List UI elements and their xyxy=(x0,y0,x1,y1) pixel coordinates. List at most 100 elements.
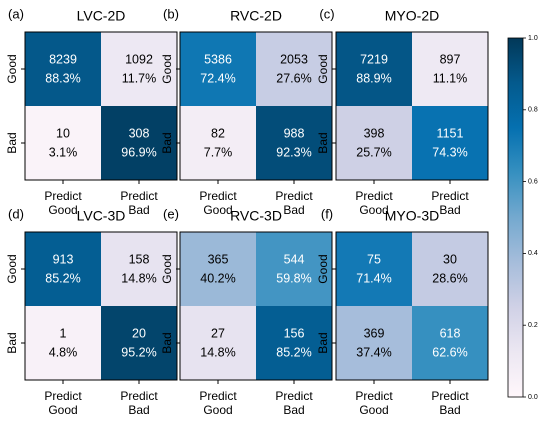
heatmap-cell xyxy=(25,306,101,380)
col-label: Predict xyxy=(355,189,393,203)
heatmap-cell xyxy=(412,106,488,180)
col-label: Predict xyxy=(431,189,469,203)
cell-count: 618 xyxy=(440,326,461,340)
panel-lvc-2d: (a) LVC-2D 8239 88.3% 1092 11.7% 10 3.1% 308 96.9… xyxy=(5,6,178,217)
heatmap-cell xyxy=(101,306,177,380)
cell-count: 27 xyxy=(211,326,225,340)
cell-percent: 27.6% xyxy=(276,71,311,85)
row-label: Good xyxy=(5,54,19,83)
col-label: Good xyxy=(359,203,388,217)
cell-percent: 11.1% xyxy=(433,71,468,85)
cell-count: 544 xyxy=(284,252,305,266)
cell-percent: 88.9% xyxy=(356,71,391,85)
cell-percent: 28.6% xyxy=(432,271,467,285)
panel-label: (c) xyxy=(319,6,334,21)
heatmap-cell xyxy=(256,106,332,180)
cell-percent: 14.8% xyxy=(121,271,156,285)
colorbar-tick-label: 0.2 xyxy=(528,322,538,329)
cell-percent: 3.1% xyxy=(49,145,78,159)
col-label: Bad xyxy=(439,203,460,217)
row-label: Bad xyxy=(160,332,174,353)
panel-frame xyxy=(335,231,489,381)
colorbar-gradient xyxy=(507,37,524,398)
heatmap-cell xyxy=(180,306,256,380)
cell-percent: 59.8% xyxy=(276,271,311,285)
col-label: Predict xyxy=(44,389,82,403)
col-label: Predict xyxy=(120,389,158,403)
heatmap-cell xyxy=(25,232,101,306)
panel-label: (b) xyxy=(163,6,179,21)
cell-percent: 85.2% xyxy=(45,271,80,285)
heatmap-cell xyxy=(256,232,332,306)
panel-frame xyxy=(179,31,333,181)
cell-percent: 7.7% xyxy=(204,145,233,159)
cell-percent: 40.2% xyxy=(200,271,235,285)
cell-count: 5386 xyxy=(204,52,232,66)
heatmap-cell xyxy=(25,106,101,180)
cell-count: 8239 xyxy=(49,52,77,66)
colorbar-tick-label: 1.0 xyxy=(528,35,538,42)
row-label: Bad xyxy=(5,332,19,353)
col-label: Predict xyxy=(275,189,313,203)
heatmap-cell xyxy=(101,232,177,306)
panel-title: LVC-3D xyxy=(77,208,126,224)
col-label: Predict xyxy=(199,189,237,203)
heatmap-cell xyxy=(101,106,177,180)
col-label: Good xyxy=(48,403,77,417)
heatmap-cell xyxy=(256,306,332,380)
cell-percent: 11.7% xyxy=(122,71,157,85)
cell-percent: 72.4% xyxy=(200,71,235,85)
cell-percent: 96.9% xyxy=(121,145,156,159)
heatmap-cell xyxy=(180,232,256,306)
row-label: Good xyxy=(316,254,330,283)
cell-percent: 88.3% xyxy=(45,71,80,85)
col-label: Good xyxy=(359,403,388,417)
heatmap-cell xyxy=(336,106,412,180)
panel-label: (f) xyxy=(321,206,333,221)
heatmap-cell xyxy=(336,32,412,106)
panel-label: (e) xyxy=(163,206,179,221)
panel-rvc-2d: (b) RVC-2D 5386 72.4% 2053 27.6% 82 7.7% 988 92.3… xyxy=(160,6,333,217)
panel-label: (a) xyxy=(8,6,24,21)
panel-frame xyxy=(24,231,178,381)
heatmap-cell xyxy=(336,306,412,380)
panel-myo-2d: (c) MYO-2D 7219 88.9% 897 11.1% 398 25.7% 1151 74… xyxy=(316,6,489,217)
row-label: Good xyxy=(5,254,19,283)
col-label: Bad xyxy=(128,403,149,417)
heatmap-cell xyxy=(412,232,488,306)
cell-count: 2053 xyxy=(280,52,308,66)
colorbar: 0.0 0.2 0.4 0.6 0.8 1.0 xyxy=(507,35,538,401)
cell-count: 30 xyxy=(443,252,457,266)
cell-count: 156 xyxy=(284,326,305,340)
col-label: Good xyxy=(203,203,232,217)
panel-frame xyxy=(24,31,178,181)
col-label: Good xyxy=(203,403,232,417)
panel-title: MYO-2D xyxy=(385,8,439,24)
col-label: Bad xyxy=(283,403,304,417)
colorbar-tick-label: 0.8 xyxy=(528,107,538,114)
cell-percent: 25.7% xyxy=(356,145,391,159)
row-label: Bad xyxy=(5,132,19,153)
heatmap-cell xyxy=(256,32,332,106)
col-label: Predict xyxy=(199,389,237,403)
row-label: Bad xyxy=(316,332,330,353)
cell-percent: 62.6% xyxy=(432,345,467,359)
cell-percent: 74.3% xyxy=(432,145,467,159)
cell-count: 75 xyxy=(367,252,381,266)
col-label: Bad xyxy=(439,403,460,417)
cell-count: 10 xyxy=(56,126,70,140)
colorbar-tick-label: 0.6 xyxy=(528,178,538,185)
row-label: Good xyxy=(160,254,174,283)
cell-count: 1151 xyxy=(437,126,464,140)
col-label: Bad xyxy=(283,203,304,217)
col-label: Predict xyxy=(355,389,393,403)
row-label: Bad xyxy=(316,132,330,153)
panel-frame xyxy=(335,31,489,181)
cell-count: 20 xyxy=(132,326,146,340)
panel-title: MYO-3D xyxy=(385,208,439,224)
cell-count: 7219 xyxy=(360,52,388,66)
col-label: Predict xyxy=(275,389,313,403)
heatmap-cell xyxy=(101,32,177,106)
panel-rvc-3d: (e) RVC-3D 365 40.2% 544 59.8% 27 14.8% 156 85.2%… xyxy=(160,206,333,417)
